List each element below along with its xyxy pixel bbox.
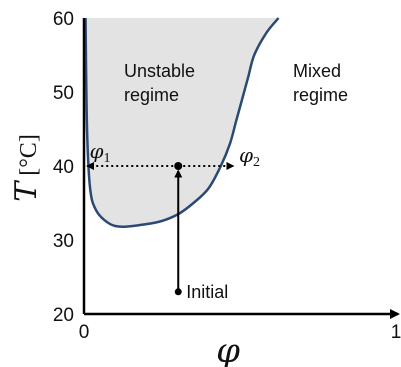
- y-tick-label: 40: [53, 157, 74, 178]
- unstable-regime-label: Unstable regime: [124, 61, 195, 105]
- y-tick-label: 60: [53, 9, 74, 30]
- quench-point: [174, 162, 183, 170]
- x-tick-label: 1: [391, 322, 401, 343]
- x-axis-title: φ: [216, 331, 240, 367]
- initial-label: Initial: [186, 282, 228, 302]
- y-tick-label: 30: [53, 231, 74, 252]
- svg-text:T[°C]: T[°C]: [9, 134, 44, 202]
- y-tick-label: 20: [53, 305, 74, 326]
- y-tick-labels: 20 30 40 50 60: [53, 9, 74, 326]
- y-axis-title: T[°C]: [9, 134, 44, 202]
- unstable-region-fill: [85, 18, 279, 227]
- binodal-curve-line: [84, 17, 280, 229]
- mixed-regime-label: Mixed regime: [293, 61, 348, 105]
- phi2-label: φ2: [239, 143, 260, 170]
- phi1-label: φ1: [90, 139, 111, 166]
- y-tick-label: 50: [53, 83, 74, 104]
- x-tick-label: 0: [79, 322, 90, 343]
- initial-point: [174, 288, 182, 296]
